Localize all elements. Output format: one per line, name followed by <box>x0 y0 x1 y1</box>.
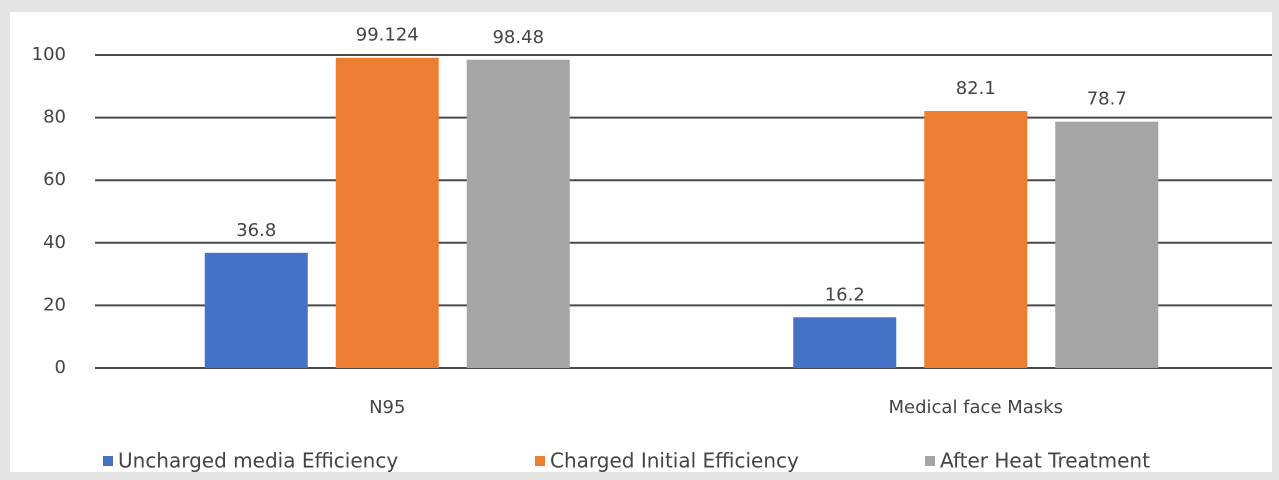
y-tick-label: 40 <box>43 232 66 253</box>
data-label: 16.2 <box>825 284 865 305</box>
bar <box>1055 121 1159 368</box>
legend-label: After Heat Treatment <box>940 449 1150 473</box>
data-label: 36.8 <box>236 220 276 241</box>
data-label: 99.124 <box>356 25 419 46</box>
legend-label: Charged Initial Efficiency <box>550 449 799 473</box>
bar <box>335 57 439 368</box>
y-tick-label: 60 <box>43 169 66 190</box>
data-label: 78.7 <box>1087 89 1127 110</box>
legend-marker <box>535 456 545 466</box>
x-tick-label: Medical face Masks <box>889 397 1063 418</box>
y-tick-label: 20 <box>43 294 66 315</box>
bar <box>204 252 308 368</box>
legend-marker <box>103 456 113 466</box>
bar <box>924 111 1028 368</box>
legend-label: Uncharged media Efficiency <box>118 449 398 473</box>
bar <box>793 317 897 368</box>
y-tick-label: 80 <box>43 107 66 128</box>
legend-marker <box>925 456 935 466</box>
y-tick-label: 0 <box>55 357 66 378</box>
y-tick-label: 100 <box>32 44 66 65</box>
data-label: 82.1 <box>956 78 996 99</box>
data-label: 98.48 <box>492 27 544 48</box>
bar <box>466 59 570 368</box>
x-tick-label: N95 <box>369 397 405 418</box>
